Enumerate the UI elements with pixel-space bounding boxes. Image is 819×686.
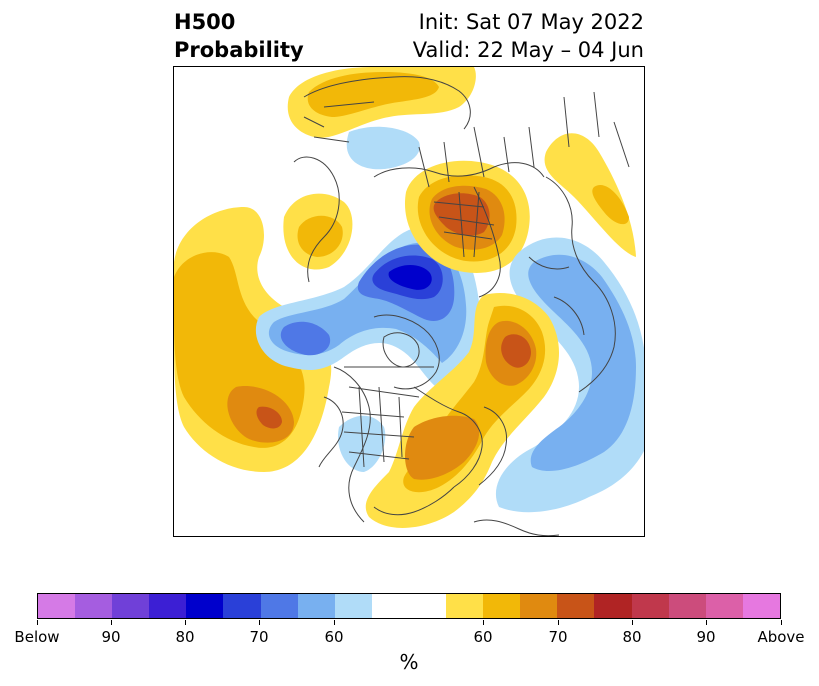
anomaly-western-us xyxy=(338,415,386,472)
colorbar-tick-label: 90 xyxy=(101,628,121,646)
colorbar-swatch xyxy=(668,594,706,618)
colorbar-swatch xyxy=(75,594,113,618)
init-date: Init: Sat 07 May 2022 xyxy=(418,10,644,34)
colorbar-tick xyxy=(557,620,559,625)
colorbar-tick xyxy=(110,620,112,625)
title-line-1: H500 xyxy=(174,10,236,34)
anomaly-pacific-ridge xyxy=(174,207,332,472)
colorbar-tick-label: 70 xyxy=(249,628,269,646)
colorbar-swatch xyxy=(446,594,484,618)
colorbar-swatch xyxy=(557,594,595,618)
colorbar-tick-label: 90 xyxy=(696,628,716,646)
colorbar-tick-label: 70 xyxy=(548,628,568,646)
anomaly-alaska-trough xyxy=(255,226,481,391)
colorbar-tick xyxy=(184,620,186,625)
coastlines xyxy=(293,76,630,536)
anomaly-east-asia xyxy=(544,133,636,257)
map-title: H500 Probability xyxy=(174,8,304,64)
colorbar-tick xyxy=(258,620,260,625)
colorbar-swatch xyxy=(112,594,150,618)
colorbar-swatch xyxy=(594,594,632,618)
colorbar-swatch xyxy=(483,594,521,618)
colorbar-tick-label: 80 xyxy=(622,628,642,646)
colorbar-tick-label: 80 xyxy=(175,628,195,646)
colorbar-swatch xyxy=(631,594,669,618)
colorbar-swatch xyxy=(408,594,447,618)
anomaly-north-band xyxy=(287,67,476,170)
colorbar-swatch xyxy=(334,594,372,618)
anomaly-canada-north xyxy=(283,193,353,270)
colorbar-tick-label: 60 xyxy=(473,628,493,646)
colorbar-tick xyxy=(333,620,335,625)
colorbar-swatch xyxy=(705,594,743,618)
map-dates: Init: Sat 07 May 2022 Valid: 22 May – 04… xyxy=(413,8,644,64)
colorbar xyxy=(37,593,781,619)
colorbar-swatch xyxy=(38,594,76,618)
colorbar-tick xyxy=(631,620,633,625)
title-line-2: Probability xyxy=(174,38,304,62)
colorbar-tick xyxy=(36,620,38,625)
colorbar-tick xyxy=(705,620,707,625)
colorbar-swatch xyxy=(260,594,298,618)
map-panel xyxy=(173,66,645,537)
colorbar-tick xyxy=(482,620,484,625)
colorbar-tick xyxy=(780,620,782,625)
probability-map xyxy=(174,67,644,536)
colorbar-swatch xyxy=(186,594,224,618)
colorbar-swatch xyxy=(371,594,409,618)
colorbar-swatch xyxy=(297,594,335,618)
colorbar-swatch xyxy=(223,594,261,618)
colorbar-tick-label: Below xyxy=(14,628,60,646)
valid-range: Valid: 22 May – 04 Jun xyxy=(412,38,644,62)
colorbar-swatch xyxy=(149,594,187,618)
anomaly-europe-ridge xyxy=(404,160,530,273)
colorbar-units: % xyxy=(399,650,419,674)
colorbar-tick-label: Above xyxy=(757,628,805,646)
colorbar-swatch xyxy=(520,594,558,618)
colorbar-tick-label: 60 xyxy=(324,628,344,646)
colorbar-swatch xyxy=(742,594,780,618)
anomaly-eastern-us xyxy=(365,293,560,528)
